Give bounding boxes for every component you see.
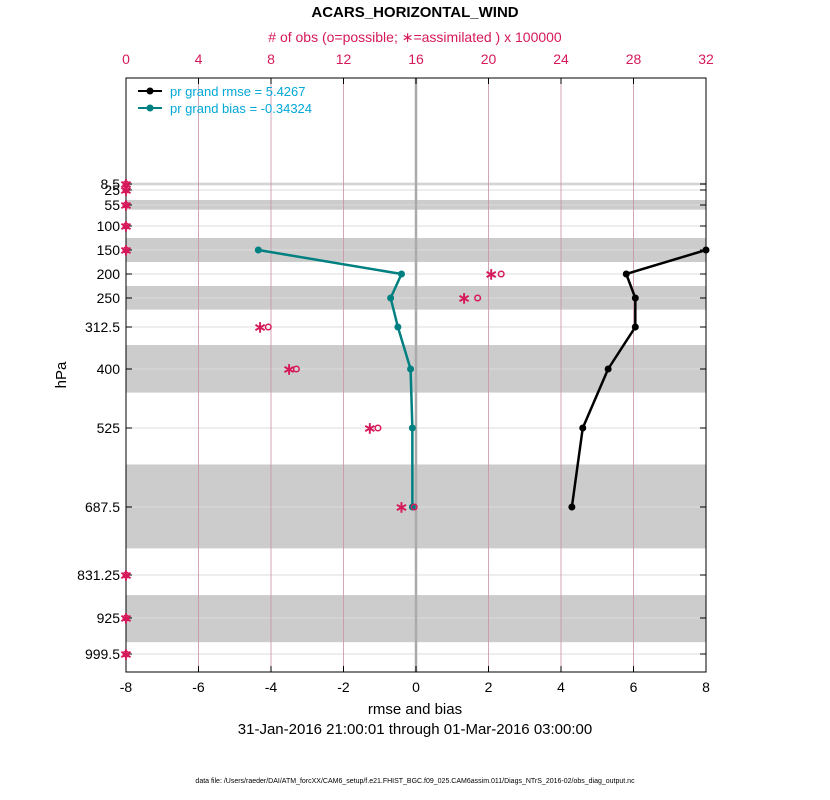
obs-possible-marker — [264, 323, 272, 331]
rmse-point — [622, 270, 630, 278]
bias-point — [394, 323, 402, 331]
x-tick-label: -8 — [120, 679, 133, 695]
x-tick-label: 8 — [702, 679, 710, 695]
bias-point — [254, 246, 262, 254]
x-axis-label: rmse and bias — [368, 701, 462, 718]
x-tick-label: 6 — [630, 679, 638, 695]
y-tick-label: 525 — [97, 420, 121, 436]
rmse-point — [631, 294, 639, 302]
x-tick-label: -6 — [192, 679, 205, 695]
y-tick-label: 687.5 — [85, 499, 120, 515]
obs-assimilated-marker: ∗ — [119, 611, 132, 628]
obs-assimilated-marker: ∗ — [485, 267, 498, 284]
obs-assimilated-marker: ∗ — [457, 291, 470, 308]
obs-possible-marker — [497, 270, 505, 278]
top-tick-label: 24 — [553, 51, 569, 67]
obs-assimilated-marker: ∗ — [282, 362, 295, 379]
bias-point — [407, 365, 415, 373]
y-tick-label: 925 — [97, 610, 121, 626]
obs-assimilated-marker: ∗ — [363, 421, 376, 438]
top-tick-label: 32 — [698, 51, 714, 67]
obs-assimilated-marker: ∗ — [119, 568, 132, 585]
legend-rmse-label: pr grand rmse = 5.4267 — [170, 84, 306, 99]
obs-assimilated-marker: ∗ — [119, 647, 132, 664]
x-axis-ticks: -8 -6 -4 -2 0 2 4 6 8 — [120, 666, 710, 695]
x-tick-label: 4 — [557, 679, 565, 695]
rmse-point — [631, 323, 639, 331]
rmse-point — [604, 365, 612, 373]
top-axis-ticks: 0 4 8 12 16 20 24 28 32 — [122, 51, 714, 84]
legend: pr grand rmse = 5.4267 pr grand bias = -… — [138, 84, 312, 116]
y-tick-label: 100 — [97, 218, 121, 234]
top-axis-label: # of obs (o=possible; ∗=assimilated ) x … — [268, 29, 562, 45]
top-tick-label: 4 — [195, 51, 203, 67]
y-tick-label: 400 — [97, 361, 121, 377]
bias-point — [398, 270, 405, 278]
obs-possible-marker — [122, 614, 130, 622]
top-tick-label: 0 — [122, 51, 130, 67]
rmse-point — [579, 424, 587, 432]
footnote: data file: /Users/raeder/DAI/ATM_forcXX/… — [195, 778, 635, 785]
chart-title: ACARS_HORIZONTAL_WIND — [311, 4, 518, 21]
x-tick-label: -4 — [265, 679, 278, 695]
obs-assimilated-marker: ∗ — [119, 219, 132, 236]
y-tick-label: 8.5 — [101, 176, 121, 192]
y-axis-label: hPa — [53, 361, 70, 388]
bias-point — [387, 294, 395, 302]
legend-rmse-marker — [146, 87, 154, 95]
obs-markers: ∗∗∗∗∗∗∗∗∗∗∗∗∗∗ — [119, 177, 505, 664]
obs-possible-marker — [122, 201, 130, 209]
top-tick-label: 8 — [267, 51, 275, 67]
obs-possible-marker — [122, 186, 130, 194]
y-tick-label: 200 — [97, 266, 121, 282]
obs-possible-marker — [292, 365, 300, 373]
grid — [126, 78, 706, 672]
obs-assimilated-marker: ∗ — [253, 320, 266, 337]
top-tick-label: 20 — [481, 51, 497, 67]
rmse-point — [568, 503, 576, 511]
top-tick-label: 16 — [408, 51, 424, 67]
y-tick-label: 312.5 — [85, 319, 120, 335]
series-layer — [254, 246, 710, 511]
obs-possible-marker — [410, 503, 418, 511]
obs-assimilated-marker: ∗ — [119, 183, 132, 200]
obs-possible-marker — [474, 294, 482, 302]
x-tick-label: 2 — [485, 679, 493, 695]
obs-assimilated-marker: ∗ — [119, 243, 132, 260]
obs-assimilated-marker: ∗ — [119, 198, 132, 215]
legend-bias-marker — [146, 104, 154, 112]
y-tick-label: 250 — [97, 290, 121, 306]
x-tick-label: 0 — [412, 679, 420, 695]
top-tick-label: 28 — [626, 51, 642, 67]
obs-possible-marker — [374, 424, 382, 432]
x-tick-label: -2 — [337, 679, 350, 695]
y-tick-label: 831.25 — [77, 567, 120, 583]
y-tick-label: 150 — [97, 242, 121, 258]
bias-point — [408, 424, 416, 432]
obs-possible-marker — [122, 246, 130, 254]
obs-possible-marker — [122, 571, 130, 579]
y-tick-label: 25 — [104, 182, 120, 198]
obs-possible-marker — [122, 650, 130, 658]
y-tick-label: 999.5 — [85, 646, 120, 662]
rmse-point — [702, 246, 710, 254]
bias-point — [408, 503, 416, 511]
obs-assimilated-marker: ∗ — [395, 500, 408, 517]
obs-possible-marker — [122, 222, 130, 230]
y-tick-label: 55 — [104, 197, 120, 213]
legend-bias-label: pr grand bias = -0.34324 — [170, 101, 312, 116]
top-tick-label: 12 — [336, 51, 352, 67]
date-range: 31-Jan-2016 21:00:01 through 01-Mar-2016… — [238, 721, 592, 738]
